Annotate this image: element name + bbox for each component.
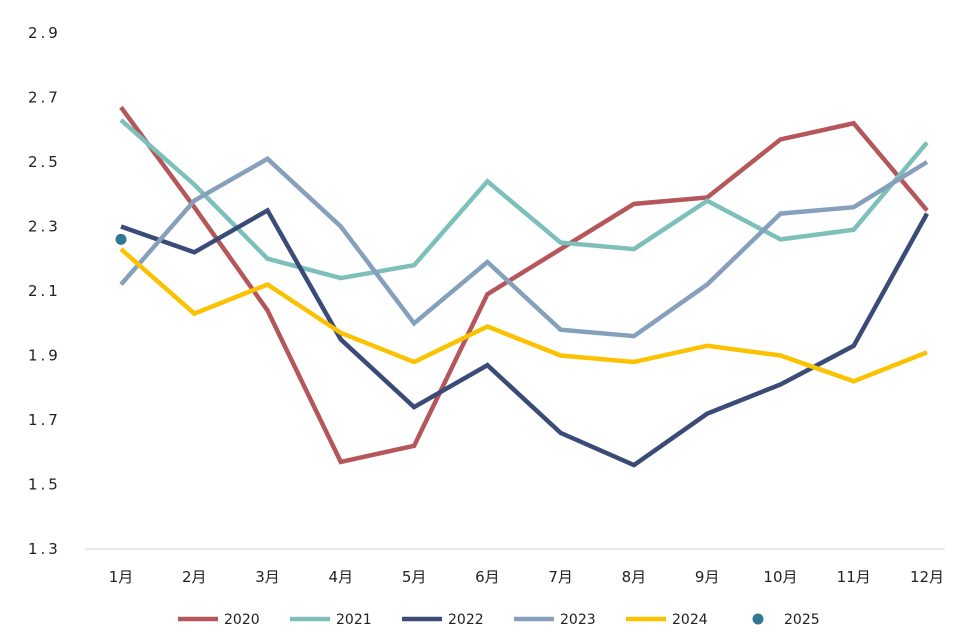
- y-tick-label: 1.3: [28, 540, 61, 558]
- y-tick-label: 1.7: [28, 411, 61, 429]
- legend-label-2023: 2023: [560, 612, 596, 628]
- y-tick-label: 2.1: [28, 282, 61, 300]
- y-tick-label: 2.3: [28, 218, 61, 236]
- series-layer: [115, 105, 929, 468]
- x-tick-label: 4月: [329, 568, 354, 586]
- y-tick-label: 2.9: [28, 24, 61, 42]
- x-tick-label: 2月: [182, 568, 207, 586]
- y-tick-label: 2.7: [28, 89, 61, 107]
- y-axis: 1.3 1.5 1.7 1.9 2.1 2.3 2.5 2.7 2.9: [28, 24, 61, 558]
- x-tick-label: 8月: [622, 568, 647, 586]
- x-tick-label: 12月: [910, 568, 944, 586]
- x-tick-label: 6月: [475, 568, 500, 586]
- y-tick-label: 2.5: [28, 153, 61, 171]
- legend-label-2025: 2025: [784, 612, 820, 628]
- x-tick-label: 5月: [402, 568, 427, 586]
- legend-label-2021: 2021: [336, 612, 372, 628]
- series-line-2022: [120, 207, 929, 468]
- x-tick-label: 11月: [837, 568, 871, 586]
- x-tick-label: 9月: [695, 568, 720, 586]
- data-point-2025: [115, 233, 127, 245]
- legend-swatch-2025: [752, 613, 764, 625]
- legend-label-2020: 2020: [224, 612, 260, 628]
- legend-label-2022: 2022: [448, 612, 484, 628]
- x-tick-label: 1月: [109, 568, 134, 586]
- x-axis: 1月 2月 3月 4月 5月 6月 7月 8月 9月 10月 11月 12月: [85, 548, 945, 586]
- y-tick-label: 1.5: [28, 476, 61, 494]
- series-line-2024: [119, 247, 928, 384]
- series-line-2020: [119, 105, 929, 465]
- series-line-2023: [119, 156, 929, 339]
- x-tick-label: 10月: [763, 568, 797, 586]
- x-tick-label: 3月: [255, 568, 280, 586]
- legend: 2020 2021 2022 2023 2024 2025: [178, 612, 820, 628]
- series-line-2021: [119, 118, 929, 281]
- x-tick-label: 7月: [548, 568, 573, 586]
- y-tick-label: 1.9: [28, 347, 61, 365]
- legend-label-2024: 2024: [672, 612, 708, 628]
